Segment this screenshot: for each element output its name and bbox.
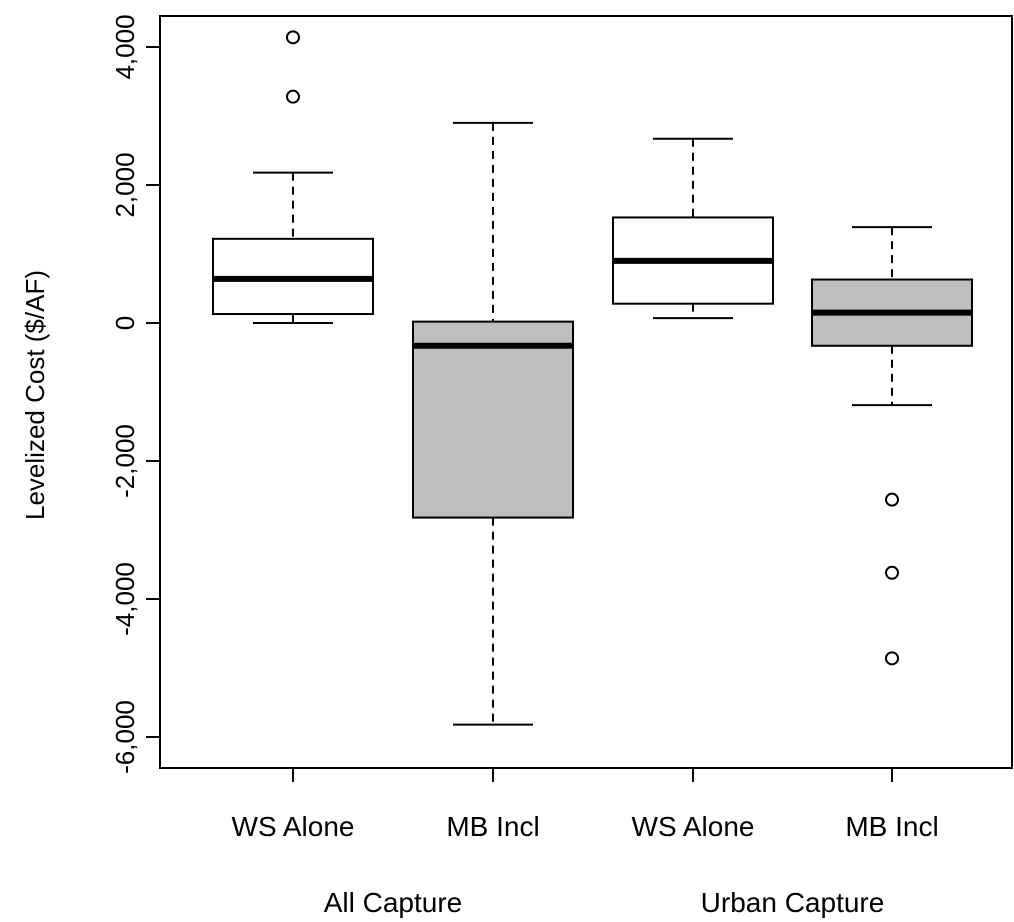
category-label: MB Incl [446, 811, 539, 842]
y-tick-label: -4,000 [110, 562, 140, 636]
y-tick-label: -2,000 [110, 424, 140, 498]
box-3 [612, 137, 774, 320]
box-iqr [412, 320, 574, 519]
y-axis: 4,000 2,000 0 -2,000 -4,000 -6,000 [110, 14, 160, 774]
category-label: WS Alone [232, 811, 355, 842]
category-label: MB Incl [845, 811, 938, 842]
box-2 [412, 121, 574, 726]
outlier-point [885, 492, 899, 507]
y-tick-label: 0 [110, 316, 140, 330]
x-axis: WS Alone MB Incl All Capture WS Alone MB Inc… [232, 768, 939, 918]
outlier-point [885, 651, 899, 666]
outlier-point [885, 565, 899, 580]
plot-frame [159, 15, 1013, 769]
y-tick-label: 2,000 [110, 152, 140, 217]
group-label: All Capture [324, 887, 463, 918]
boxes [212, 30, 973, 726]
box-4 [811, 226, 973, 666]
outlier-point [286, 89, 300, 104]
outlier-point [286, 30, 300, 45]
y-tick-label: 4,000 [110, 14, 140, 79]
y-axis-title: Levelized Cost ($/AF) [20, 270, 50, 520]
group-label: Urban Capture [701, 887, 885, 918]
category-label: WS Alone [632, 811, 755, 842]
y-tick-label: -6,000 [110, 700, 140, 774]
box-1 [212, 30, 374, 324]
